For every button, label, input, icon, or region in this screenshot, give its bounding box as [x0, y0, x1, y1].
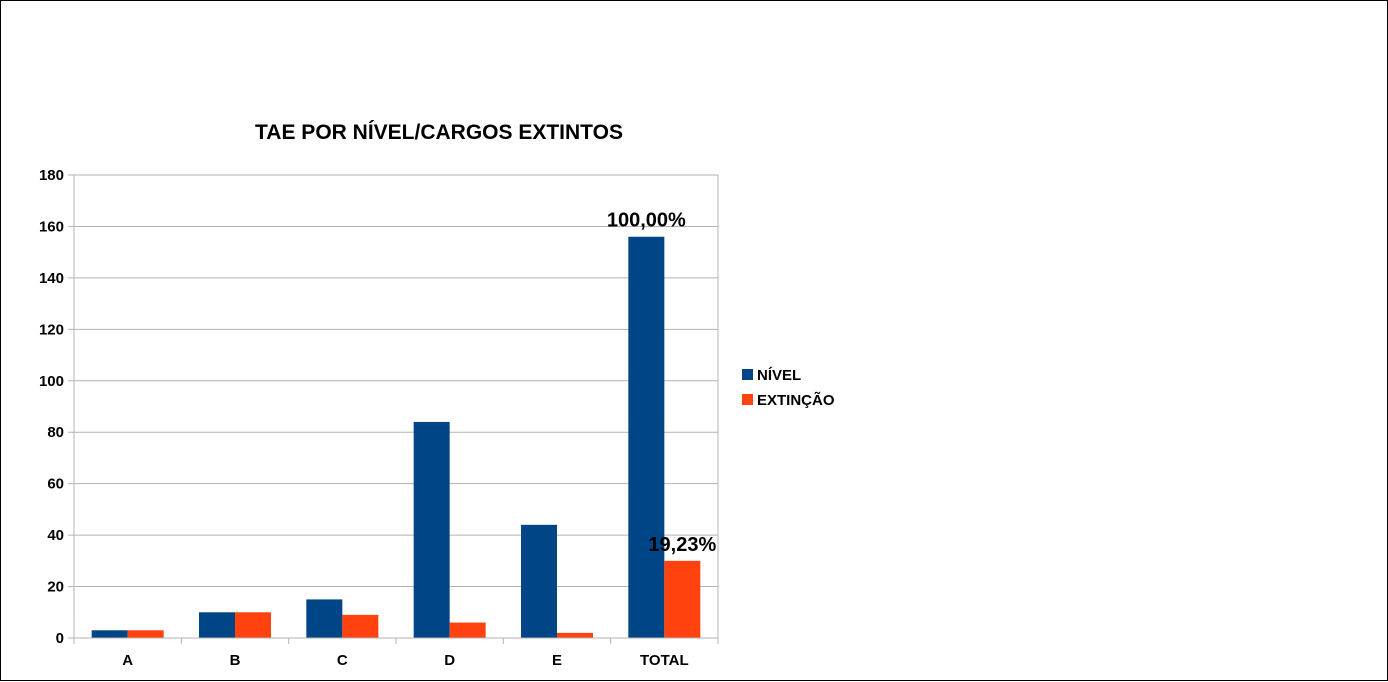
legend-swatch: [742, 394, 753, 405]
y-tick-label: 40: [47, 527, 64, 544]
chart-title: TAE POR NÍVEL/CARGOS EXTINTOS: [255, 121, 623, 144]
x-tick-label: TOTAL: [640, 652, 689, 669]
bar-extino-a: [127, 630, 164, 638]
x-axis-ticks: A B C D E TOTAL: [122, 652, 688, 669]
y-tick-label: 140: [39, 270, 64, 287]
bar-nvel-d: [413, 421, 450, 638]
bars: [91, 236, 701, 638]
y-axis-ticks: 0 20 40 60 80 100 120 140 160 180: [39, 167, 64, 647]
x-tick-label: E: [552, 652, 562, 669]
y-tick-label: 80: [47, 424, 64, 441]
x-tick-label: C: [337, 652, 348, 669]
y-tick-label: 20: [47, 579, 64, 596]
legend: NÍVEL EXTINÇÃO: [742, 367, 835, 409]
data-label: 19,23%: [648, 534, 716, 556]
x-tick-label: D: [444, 652, 455, 669]
legend-label: EXTINÇÃO: [757, 391, 835, 409]
bar-nvel-total: [628, 236, 665, 638]
y-tick-label: 160: [39, 218, 64, 235]
y-tick-label: 0: [56, 630, 64, 647]
axes: [68, 174, 719, 644]
legend-swatch: [742, 369, 753, 380]
plot-border: [73, 174, 719, 639]
legend-label: NÍVEL: [757, 367, 801, 384]
gridlines: [74, 174, 718, 639]
bar-extino-total: [664, 560, 701, 638]
bar-nvel-b: [199, 612, 235, 638]
y-tick-label: 100: [39, 373, 64, 390]
bar-extino-d: [449, 622, 486, 638]
bar-nvel-c: [306, 599, 343, 638]
bar-extino-e: [557, 632, 593, 638]
y-tick-label: 180: [39, 167, 64, 184]
bar-nvel-e: [521, 524, 557, 638]
bar-extino-b: [235, 612, 271, 638]
bar-extino-c: [342, 614, 379, 638]
y-tick-label: 120: [39, 321, 64, 338]
y-tick-label: 60: [47, 476, 64, 493]
data-labels: 100,00% 19,23%: [607, 210, 717, 556]
x-tick-label: A: [122, 652, 133, 669]
bar-nvel-a: [91, 630, 128, 638]
data-label: 100,00%: [607, 210, 686, 232]
x-tick-label: B: [230, 652, 241, 669]
